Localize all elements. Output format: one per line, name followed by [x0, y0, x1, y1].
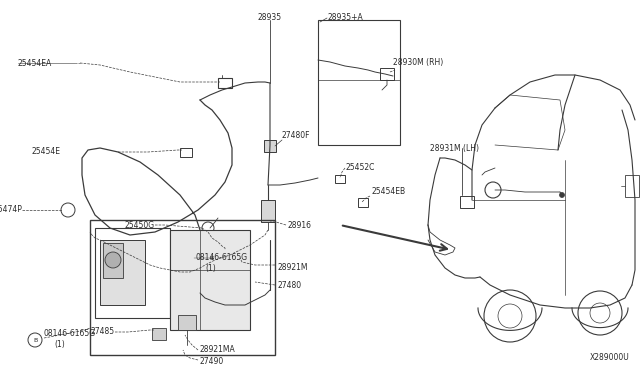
Text: X289000U: X289000U	[590, 353, 630, 362]
Text: 28931M (LH): 28931M (LH)	[430, 144, 479, 153]
Bar	[100, 240, 145, 305]
Bar	[103, 243, 123, 278]
Bar	[264, 140, 276, 152]
Text: 28930M (RH): 28930M (RH)	[393, 58, 444, 67]
Bar	[152, 328, 166, 340]
Text: (1): (1)	[205, 263, 216, 273]
Bar	[90, 220, 275, 355]
Bar	[170, 230, 250, 330]
Text: B: B	[210, 256, 214, 260]
Text: 27485: 27485	[91, 327, 115, 337]
Text: 27490: 27490	[200, 357, 224, 366]
Text: (1): (1)	[54, 340, 65, 349]
Text: 25450G: 25450G	[125, 221, 155, 230]
Circle shape	[559, 192, 564, 198]
Bar	[178, 315, 196, 330]
Bar	[218, 78, 232, 88]
Bar	[261, 200, 275, 222]
Text: 25454EA: 25454EA	[18, 58, 52, 67]
Bar	[335, 175, 345, 183]
Text: 28921M: 28921M	[278, 263, 308, 273]
Text: 28916: 28916	[288, 221, 312, 230]
Text: 25474P: 25474P	[0, 205, 22, 215]
Circle shape	[105, 252, 121, 268]
Text: 27480: 27480	[278, 280, 302, 289]
Text: 27480F: 27480F	[282, 131, 310, 140]
Bar	[180, 148, 192, 157]
Bar	[460, 196, 474, 208]
Text: B: B	[33, 337, 37, 343]
Text: 08146-6165G: 08146-6165G	[44, 330, 96, 339]
Text: 25454E: 25454E	[31, 148, 60, 157]
Bar	[358, 198, 368, 207]
Bar	[380, 68, 394, 80]
Text: 25454EB: 25454EB	[372, 187, 406, 196]
Text: 28921MA: 28921MA	[200, 346, 236, 355]
Text: 08146-6165G: 08146-6165G	[195, 253, 247, 263]
Bar	[625, 175, 639, 197]
Bar	[95, 228, 170, 318]
Text: 25452C: 25452C	[345, 164, 374, 173]
Bar	[318, 20, 400, 145]
Text: 28935+A: 28935+A	[327, 13, 363, 22]
Text: 28935: 28935	[258, 13, 282, 22]
